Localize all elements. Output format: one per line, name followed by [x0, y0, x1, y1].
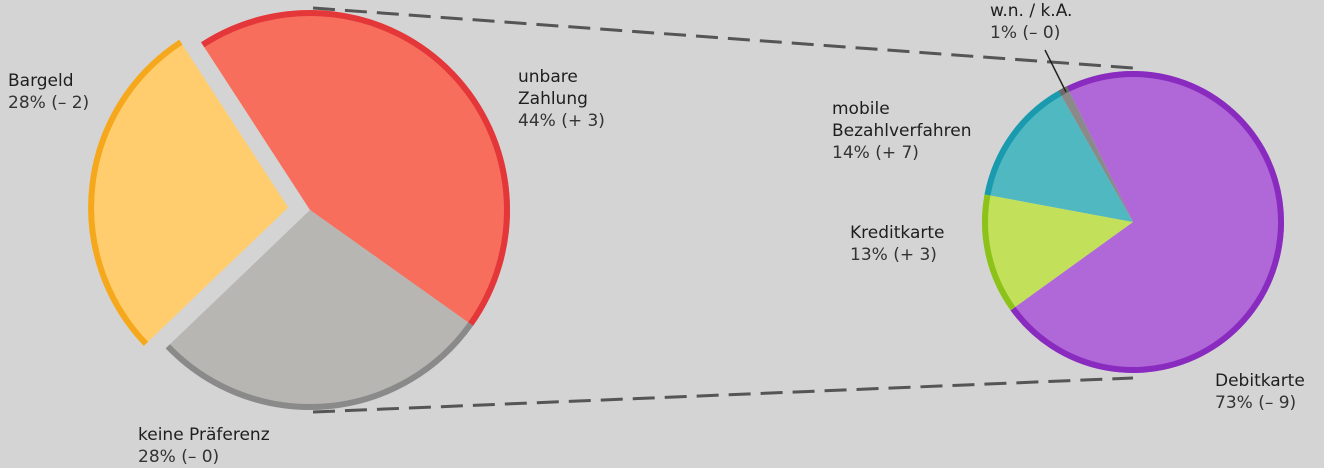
value-label: 28% (– 2) [8, 93, 90, 113]
slice-label: Debitkarte 73% (– 9) [1215, 370, 1324, 414]
category-label: w.n. / k.A. [990, 1, 1073, 21]
slice-rim [201, 10, 510, 326]
slice-label: keine Präferenz 28% (– 0) [138, 424, 378, 468]
category-label: Bargeld [8, 71, 74, 91]
value-label: 44% (+ 3) [518, 111, 605, 131]
pie-slice [165, 210, 474, 410]
slice-rim [1010, 71, 1284, 373]
value-label: 1% (– 0) [990, 23, 1061, 43]
category-label: Debitkarte [1215, 371, 1305, 391]
pie-slice [1010, 71, 1284, 374]
slice-label: mobile Bezahlverfahren 14% (+ 7) [832, 98, 992, 164]
slice-label: unbare Zahlung 44% (+ 3) [518, 66, 618, 132]
category-label: unbare Zahlung [518, 67, 588, 109]
connector [312, 376, 1134, 414]
value-label: 73% (– 9) [1215, 393, 1297, 413]
slice-label: Bargeld 28% (– 2) [8, 70, 128, 114]
leader-line [1044, 49, 1067, 93]
slice-rim [165, 322, 474, 410]
connector [312, 6, 1134, 70]
slice-rim [982, 194, 1016, 311]
slice-rim [88, 39, 183, 346]
category-label: mobile Bezahlverfahren [832, 99, 972, 141]
slice-label: Kreditkarte 13% (+ 3) [850, 222, 980, 266]
value-label: 28% (– 0) [138, 447, 220, 467]
pie-slice [982, 194, 1133, 311]
pie-slice [88, 39, 289, 346]
slice-label: w.n. / k.A. 1% (– 0) [990, 0, 1100, 44]
pie-slice [201, 10, 510, 326]
category-label: Kreditkarte [850, 223, 945, 243]
value-label: 13% (+ 3) [850, 245, 937, 265]
pie-slice [1058, 86, 1133, 222]
slice-rim [1058, 86, 1070, 96]
value-label: 14% (+ 7) [832, 143, 919, 163]
category-label: keine Präferenz [138, 425, 270, 445]
slice-rim [984, 90, 1062, 196]
